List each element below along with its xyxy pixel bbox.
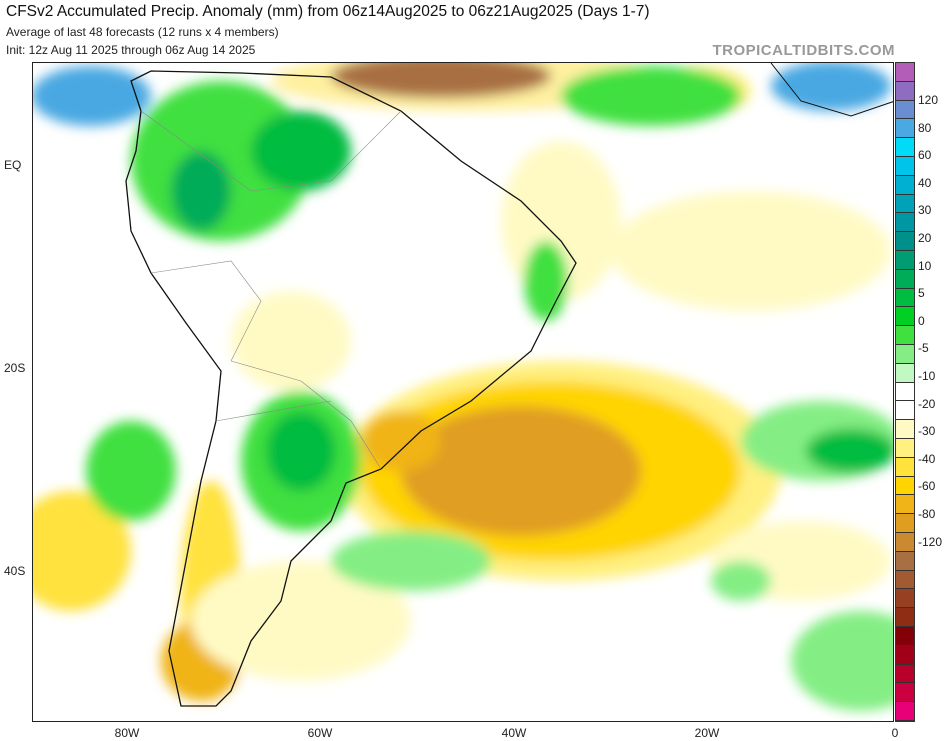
- colorbar-label: 40: [918, 175, 932, 190]
- colorbar-segment: [896, 344, 914, 364]
- lat-label-20s: 20S: [4, 361, 26, 375]
- colorbar-segment: [896, 532, 914, 552]
- chart-title: CFSv2 Accumulated Precip. Anomaly (mm) f…: [6, 3, 650, 20]
- colorbar-segment: [896, 250, 914, 270]
- colorbar-segment: [896, 514, 914, 533]
- colorbar-segment: [896, 401, 914, 421]
- colorbar-segment: [896, 664, 914, 684]
- lon-label-20w: 20W: [694, 726, 720, 740]
- country-borders: [140, 110, 402, 470]
- lon-label-40w: 40W: [501, 726, 527, 740]
- colorbar-segment: [896, 570, 914, 590]
- colorbar-segment: [896, 119, 914, 139]
- colorbar-label: 5: [918, 286, 925, 301]
- colorbar-segment: [896, 645, 914, 665]
- colorbar-label: 20: [918, 231, 932, 245]
- lon-label-0: 0: [891, 726, 899, 740]
- colorbar-label: 30: [918, 203, 932, 218]
- colorbar-label: 60: [918, 148, 932, 163]
- colorbar-segment: [896, 63, 914, 82]
- colorbar-segment: [896, 551, 914, 571]
- colorbar-label: 10: [918, 258, 932, 273]
- colorbar-segment: [896, 626, 914, 646]
- lon-label-60w: 60W: [307, 726, 333, 740]
- colorbar-label: -20: [918, 396, 936, 411]
- colorbar: [895, 62, 915, 722]
- precip-anomaly-map: [32, 62, 894, 722]
- colorbar-label: -60: [918, 479, 936, 494]
- map-canvas: [33, 63, 893, 721]
- colorbar-segment: [896, 175, 914, 195]
- colorbar-segment: [896, 702, 914, 721]
- colorbar-segment: [896, 476, 914, 496]
- colorbar-segment: [896, 194, 914, 214]
- colorbar-segment: [896, 288, 914, 308]
- colorbar-label: -10: [918, 369, 936, 383]
- lat-label-eq: EQ: [4, 158, 22, 172]
- colorbar-label: -120: [918, 534, 943, 549]
- colorbar-label: -5: [918, 341, 929, 356]
- colorbar-segment: [896, 81, 914, 101]
- brand-watermark: TROPICALTIDBITS.COM: [712, 42, 895, 59]
- colorbar-segment: [896, 100, 914, 120]
- colorbar-segment: [896, 326, 914, 345]
- colorbar-segment: [896, 589, 914, 609]
- colorbar-label: -30: [918, 424, 936, 439]
- colorbar-label: 120: [918, 93, 939, 107]
- colorbar-segment: [896, 363, 914, 383]
- colorbar-segment: [896, 213, 914, 233]
- colorbar-label: 80: [918, 120, 932, 135]
- lat-label-40s: 40S: [4, 564, 26, 578]
- colorbar-segment: [896, 683, 914, 703]
- colorbar-segment: [896, 269, 914, 289]
- colorbar-segment: [896, 420, 914, 439]
- chart-subtitle: Average of last 48 forecasts (12 runs x …: [6, 25, 279, 39]
- colorbar-segment: [896, 307, 914, 327]
- colorbar-segment: [896, 438, 914, 458]
- colorbar-label: 0: [918, 313, 925, 328]
- colorbar-label: -80: [918, 507, 936, 521]
- colorbar-segment: [896, 382, 914, 402]
- africa-coast-outline: [770, 63, 893, 117]
- colorbar-segment: [896, 457, 914, 477]
- init-info: Init: 12z Aug 11 2025 through 06z Aug 14…: [6, 43, 256, 57]
- anomaly-fields: [33, 63, 893, 711]
- colorbar-segment: [896, 138, 914, 157]
- colorbar-segment: [896, 156, 914, 176]
- colorbar-label: -40: [918, 451, 936, 466]
- colorbar-segment: [896, 495, 914, 515]
- south-america-outline: [125, 70, 577, 707]
- colorbar-segment: [896, 232, 914, 251]
- colorbar-segment: [896, 608, 914, 627]
- lon-label-80w: 80W: [114, 726, 140, 740]
